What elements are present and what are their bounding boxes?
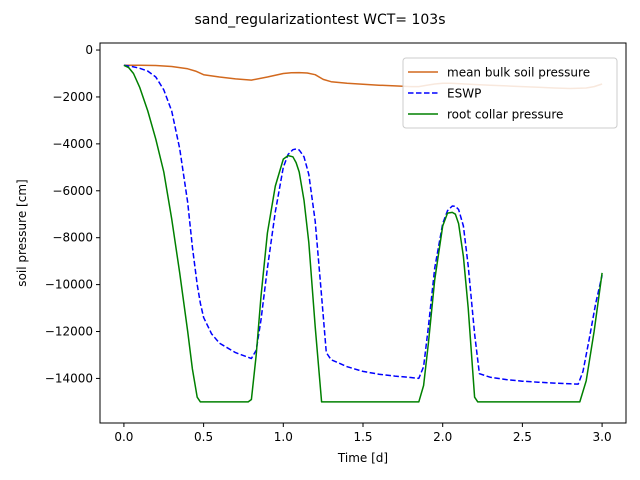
legend-label: ESWP <box>447 87 481 101</box>
x-axis-ticks: 0.0 0.5 1.0 1.5 2.0 2.5 3.0 <box>114 423 612 444</box>
y-tick-label: −8000 <box>52 231 93 245</box>
x-tick-label: 1.5 <box>353 430 372 444</box>
x-tick-label: 2.5 <box>513 430 532 444</box>
x-axis-label: Time [d] <box>337 451 388 465</box>
x-tick-label: 2.0 <box>433 430 452 444</box>
legend-box <box>402 57 618 129</box>
y-tick-label: −14000 <box>45 371 93 385</box>
legend-label: root collar pressure <box>447 108 563 122</box>
y-tick-label: −2000 <box>52 90 93 104</box>
legend-label: mean bulk soil pressure <box>447 66 590 80</box>
y-tick-label: −4000 <box>52 137 93 151</box>
plot-area: 0.0 0.5 1.0 1.5 2.0 2.5 3.0 0 −2000 −4000 −6000 −8… <box>45 42 627 444</box>
chart-title: sand_regularizationtest WCT= 103s <box>194 12 445 28</box>
y-axis-ticks: 0 −2000 −4000 −6000 −8000 −10000 −12000 −14000 <box>45 43 100 385</box>
x-tick-label: 0.0 <box>114 430 133 444</box>
y-tick-label: −10000 <box>45 278 93 292</box>
x-tick-label: 0.5 <box>194 430 213 444</box>
legend-items: mean bulk soil pressure ESWP root collar p… <box>408 66 590 122</box>
x-tick-label: 1.0 <box>274 430 293 444</box>
y-axis-label: soil pressure [cm] <box>15 179 29 286</box>
x-tick-label: 3.0 <box>593 430 612 444</box>
y-tick-label: −6000 <box>52 184 93 198</box>
series-line-2 <box>123 64 603 385</box>
series-line-3 <box>123 64 603 403</box>
y-tick-label: −12000 <box>45 325 93 339</box>
y-tick-label: 0 <box>85 43 93 57</box>
legend: mean bulk soil pressure ESWP root collar p… <box>402 57 618 129</box>
